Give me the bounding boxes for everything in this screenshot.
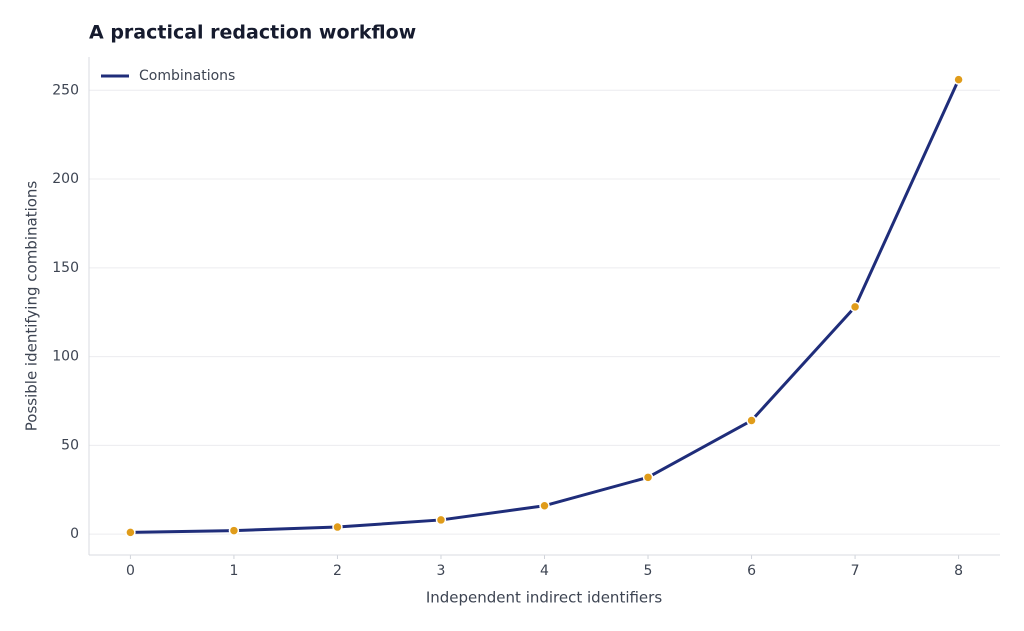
series-line [130,79,960,534]
y-tick-label: 50 [61,437,79,453]
legend-label: Combinations [139,68,235,84]
y-axis-label: Possible identifying combinations [23,181,41,432]
data-point [953,74,964,85]
x-tick-label: 8 [954,563,963,579]
data-point [849,301,861,313]
x-tick-label: 5 [644,563,653,579]
x-tick-label: 7 [851,563,860,579]
data-point [125,527,136,538]
x-axis-label: Independent indirect identifiers [426,589,662,607]
data-point [746,415,757,426]
x-tick-label: 6 [747,563,756,579]
data-point [435,514,447,526]
y-tick-label: 100 [52,349,79,365]
chart-title: A practical redaction workflow [89,22,416,44]
y-tick-label: 250 [52,82,79,98]
x-tick-label: 4 [540,563,549,579]
data-point [332,521,343,533]
data-point [642,472,654,483]
x-tick-label: 0 [126,563,135,579]
x-tick-label: 1 [229,563,238,579]
x-tick-label: 2 [333,563,342,579]
data-point [228,525,240,536]
data-point [539,500,550,511]
y-tick-label: 0 [70,526,79,542]
y-tick-label: 150 [52,260,79,276]
x-tick-label: 3 [437,563,446,579]
y-tick-label: 200 [52,171,79,187]
